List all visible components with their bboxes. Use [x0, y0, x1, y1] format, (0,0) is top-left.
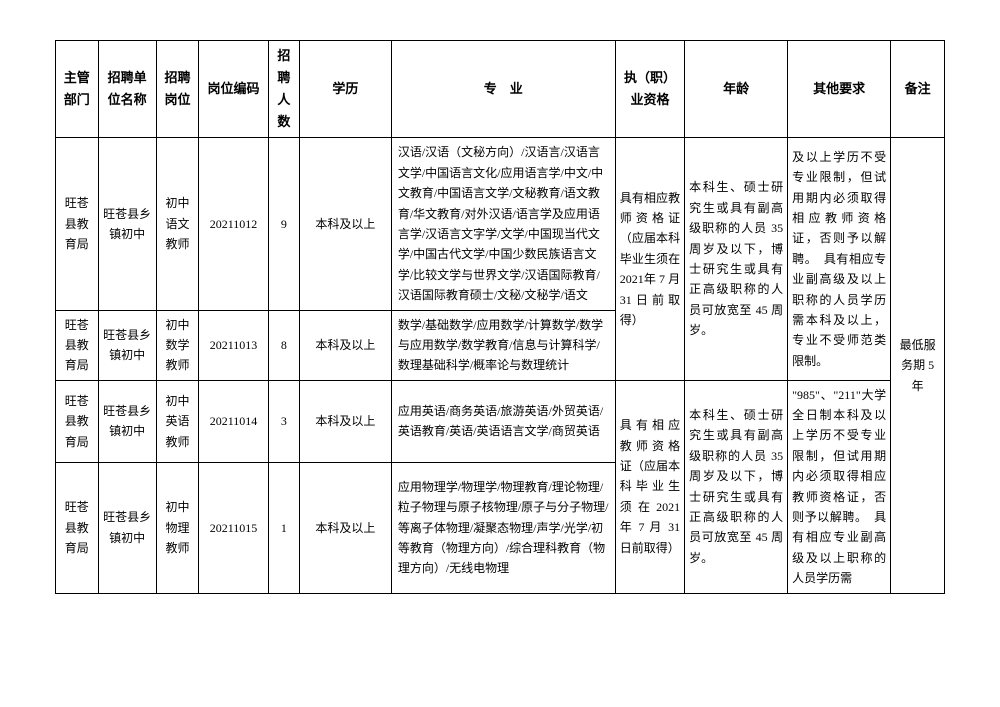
cell-post: 初中语文教师: [156, 138, 199, 310]
cell-major: 数学/基础数学/应用数学/计算数学/数学与应用数学/数学教育/信息与计算科学/数…: [391, 310, 615, 380]
cell-remark: 最低服务期 5 年: [891, 138, 945, 593]
cell-dept: 旺苍县教育局: [56, 310, 99, 380]
cell-unit: 旺苍县乡镇初中: [98, 380, 156, 462]
table-row: 旺苍县教育局 旺苍县乡镇初中 初中英语教师 20211014 3 本科及以上 应…: [56, 380, 945, 462]
cell-other: "985"、"211"大学全日制本科及以上学历不受专业限制，但试用期内必须取得相…: [788, 380, 891, 593]
header-qual: 执（职）业资格: [615, 41, 684, 138]
cell-dept: 旺苍县教育局: [56, 138, 99, 310]
cell-edu: 本科及以上: [300, 380, 392, 462]
cell-unit: 旺苍县乡镇初中: [98, 138, 156, 310]
cell-major: 应用英语/商务英语/旅游英语/外贸英语/英语教育/英语/英语语言文学/商贸英语: [391, 380, 615, 462]
cell-post: 初中数学教师: [156, 310, 199, 380]
cell-qual: 具 有 相 应教 师 资 格证（应届本科 毕 业 生须 在 2021年 7 月 …: [615, 380, 684, 593]
cell-code: 20211012: [199, 138, 268, 310]
cell-qual: 具有相应教师资格证（应届本科毕业生须在 2021年 7 月 31日前取得）: [615, 138, 684, 380]
cell-count: 1: [268, 463, 299, 593]
cell-unit: 旺苍县乡镇初中: [98, 463, 156, 593]
cell-major: 汉语/汉语（文秘方向）/汉语言/汉语言文学/中国语言文化/应用语言学/中文/中文…: [391, 138, 615, 310]
cell-count: 8: [268, 310, 299, 380]
header-dept: 主管部门: [56, 41, 99, 138]
cell-post: 初中物理教师: [156, 463, 199, 593]
header-edu: 学历: [300, 41, 392, 138]
cell-edu: 本科及以上: [300, 138, 392, 310]
header-other: 其他要求: [788, 41, 891, 138]
cell-post: 初中英语教师: [156, 380, 199, 462]
cell-edu: 本科及以上: [300, 310, 392, 380]
cell-age: 本科生、硕士研究生或具有副高级职称的人员 35 周岁及以下，博士研究生或具有正高…: [685, 380, 788, 593]
cell-code: 20211014: [199, 380, 268, 462]
header-major: 专 业: [391, 41, 615, 138]
cell-major: 应用物理学/物理学/物理教育/理论物理/粒子物理与原子核物理/原子与分子物理/等…: [391, 463, 615, 593]
header-code: 岗位编码: [199, 41, 268, 138]
cell-dept: 旺苍县教育局: [56, 380, 99, 462]
table-header: 主管部门 招聘单位名称 招聘岗位 岗位编码 招聘人数 学历 专 业 执（职）业资…: [56, 41, 945, 138]
cell-edu: 本科及以上: [300, 463, 392, 593]
cell-count: 3: [268, 380, 299, 462]
cell-count: 9: [268, 138, 299, 310]
document-page: 主管部门 招聘单位名称 招聘岗位 岗位编码 招聘人数 学历 专 业 执（职）业资…: [0, 0, 1000, 594]
header-post: 招聘岗位: [156, 41, 199, 138]
recruitment-table: 主管部门 招聘单位名称 招聘岗位 岗位编码 招聘人数 学历 专 业 执（职）业资…: [55, 40, 945, 594]
table-row: 旺苍县教育局 旺苍县乡镇初中 初中语文教师 20211012 9 本科及以上 汉…: [56, 138, 945, 310]
header-unit: 招聘单位名称: [98, 41, 156, 138]
header-remark: 备注: [891, 41, 945, 138]
header-age: 年龄: [685, 41, 788, 138]
cell-dept: 旺苍县教育局: [56, 463, 99, 593]
cell-age: 本科生、硕士研究生或具有副高级职称的人员 35 周岁及以下，博士研究生或具有正高…: [685, 138, 788, 380]
cell-code: 20211015: [199, 463, 268, 593]
cell-other: 及以上学历不受专业限制，但试用期内必须取得相应教师资格证，否则予以解聘。 具有相…: [788, 138, 891, 380]
cell-code: 20211013: [199, 310, 268, 380]
cell-unit: 旺苍县乡镇初中: [98, 310, 156, 380]
header-count: 招聘人数: [268, 41, 299, 138]
